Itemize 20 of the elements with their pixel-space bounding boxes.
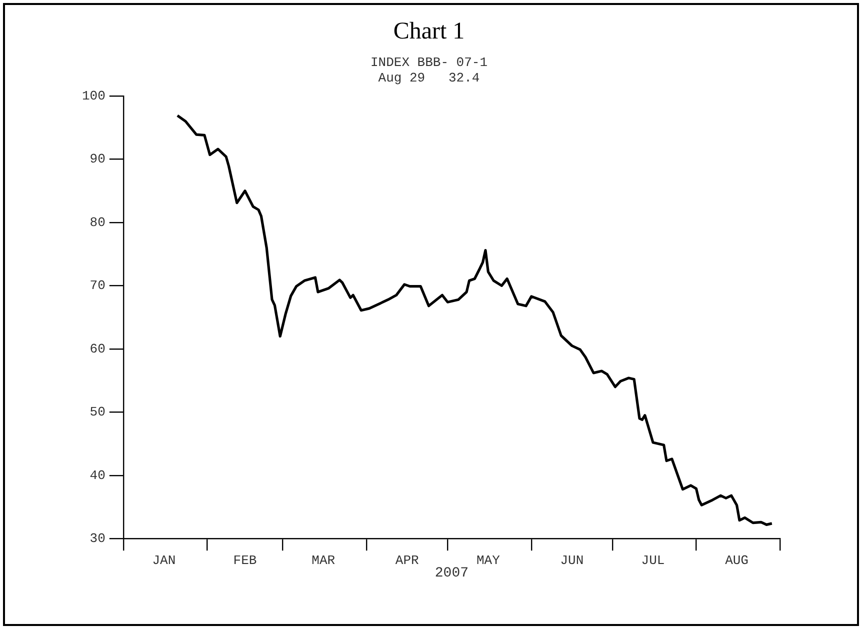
y-tick-label: 80: [90, 214, 106, 230]
y-tick-label: 30: [90, 531, 106, 546]
y-tick-label: 70: [90, 278, 106, 294]
x-axis-title: 2007: [434, 565, 469, 582]
chart-title: Chart 1: [393, 18, 465, 45]
x-tick-label: JUL: [641, 552, 665, 568]
text: Aug 29 32.4: [378, 70, 480, 86]
y-tick-label: 40: [90, 468, 106, 483]
x-tick-label: FEB: [233, 552, 257, 568]
y-tick-label: 60: [90, 341, 106, 356]
x-tick-label: MAR: [312, 552, 336, 568]
x-tick-label: AUG: [725, 552, 748, 568]
y-tick-label: 100: [82, 88, 106, 104]
x-tick-label: MAY: [476, 552, 500, 568]
y-tick-label: 50: [90, 404, 106, 420]
chart-subtitle: INDEX BBB- 07-1: [370, 55, 488, 70]
x-tick-label: JUN: [560, 552, 584, 568]
y-tick-label: 90: [90, 152, 106, 167]
x-tick-label: JAN: [152, 552, 176, 568]
x-tick-label: APR: [395, 552, 420, 568]
